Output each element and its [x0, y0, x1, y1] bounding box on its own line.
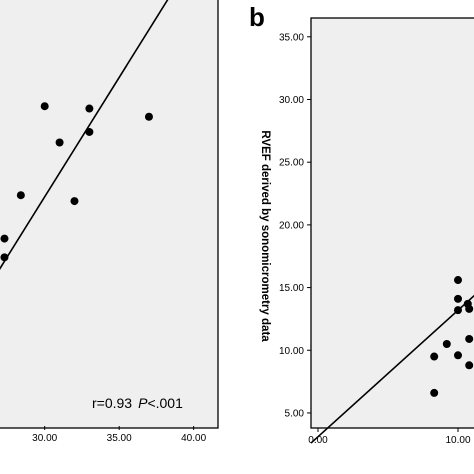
panel-b-y-tick-label: 5.00 — [285, 408, 305, 419]
panel-b-data-point — [465, 334, 474, 343]
panel-b-ticks: 0.00 10.00 5.00 10.00 15.00 20.00 25.00 30.00 35… — [279, 32, 471, 446]
panel-a-data-point — [0, 253, 9, 262]
panel-a-r-value: r=0.93 — [92, 395, 132, 411]
panel-b-data-point — [430, 352, 439, 361]
panel-b-letter: b — [249, 2, 265, 32]
panel-a-annotation: r=0.93 P<.001 — [92, 395, 183, 411]
panel-b-y-tick-label: 35.00 — [279, 32, 304, 43]
panel-a-x-tick-label: 30.00 — [32, 433, 57, 444]
panel-b-y-tick-label: 30.00 — [279, 95, 304, 106]
panel-b-fit-line — [310, 294, 474, 444]
panel-a-data-point — [55, 138, 64, 147]
panel-b-data-point — [454, 306, 462, 315]
panel-b-x-tick-label: 0.00 — [308, 435, 328, 446]
panel-a-plot-background — [0, 0, 219, 429]
panel-b-data-point — [430, 388, 439, 397]
panel-b-fit-line-group — [310, 294, 474, 444]
panel-b-points — [430, 276, 474, 397]
panel-b-data-point — [442, 339, 451, 348]
panel-a-data-point — [40, 102, 49, 111]
panel-a-data-point — [144, 112, 153, 121]
panel-b-chart: b RVEF derived by sonomicrometry data 0.… — [249, 2, 474, 446]
panel-a-data-point — [85, 104, 94, 113]
panel-a-data-point — [16, 191, 25, 200]
panel-b-x-tick-label: 10.00 — [445, 435, 470, 446]
panel-b-data-point — [465, 361, 474, 370]
panel-b-data-point — [465, 304, 474, 313]
panel-b-y-tick-label: 20.00 — [279, 220, 304, 231]
panel-a-data-point — [85, 127, 94, 136]
panel-b-data-point — [454, 351, 462, 360]
panel-b-y-axis-label: RVEF derived by sonomicrometry data — [259, 130, 271, 342]
panel-a-x-tick-label: 40.00 — [181, 433, 206, 444]
panel-b-y-tick-label: 10.00 — [279, 346, 304, 357]
panel-a-x-tick-label: 35.00 — [107, 433, 132, 444]
panel-b-data-point — [454, 294, 462, 303]
panel-a-points — [0, 102, 153, 262]
panel-b-y-tick-label: 15.00 — [279, 283, 304, 294]
panel-a-fit-line-group — [0, 0, 169, 270]
panel-a-data-point — [70, 197, 79, 206]
panel-a-p-value: <.001 — [147, 395, 183, 411]
panel-b-data-point — [454, 276, 462, 285]
panel-b-y-tick-label: 25.00 — [279, 158, 304, 169]
panel-a-p-label: P — [138, 395, 148, 411]
panel-a-fit-line — [0, 0, 169, 270]
panel-b-plot-background — [310, 17, 474, 429]
panel-a-x-ticks: 30.00 35.00 40.00 — [32, 426, 207, 444]
panel-a-data-point — [0, 234, 9, 243]
panel-a-chart: 30.00 35.00 40.00 r=0.93 P<.001 — [0, 0, 219, 444]
